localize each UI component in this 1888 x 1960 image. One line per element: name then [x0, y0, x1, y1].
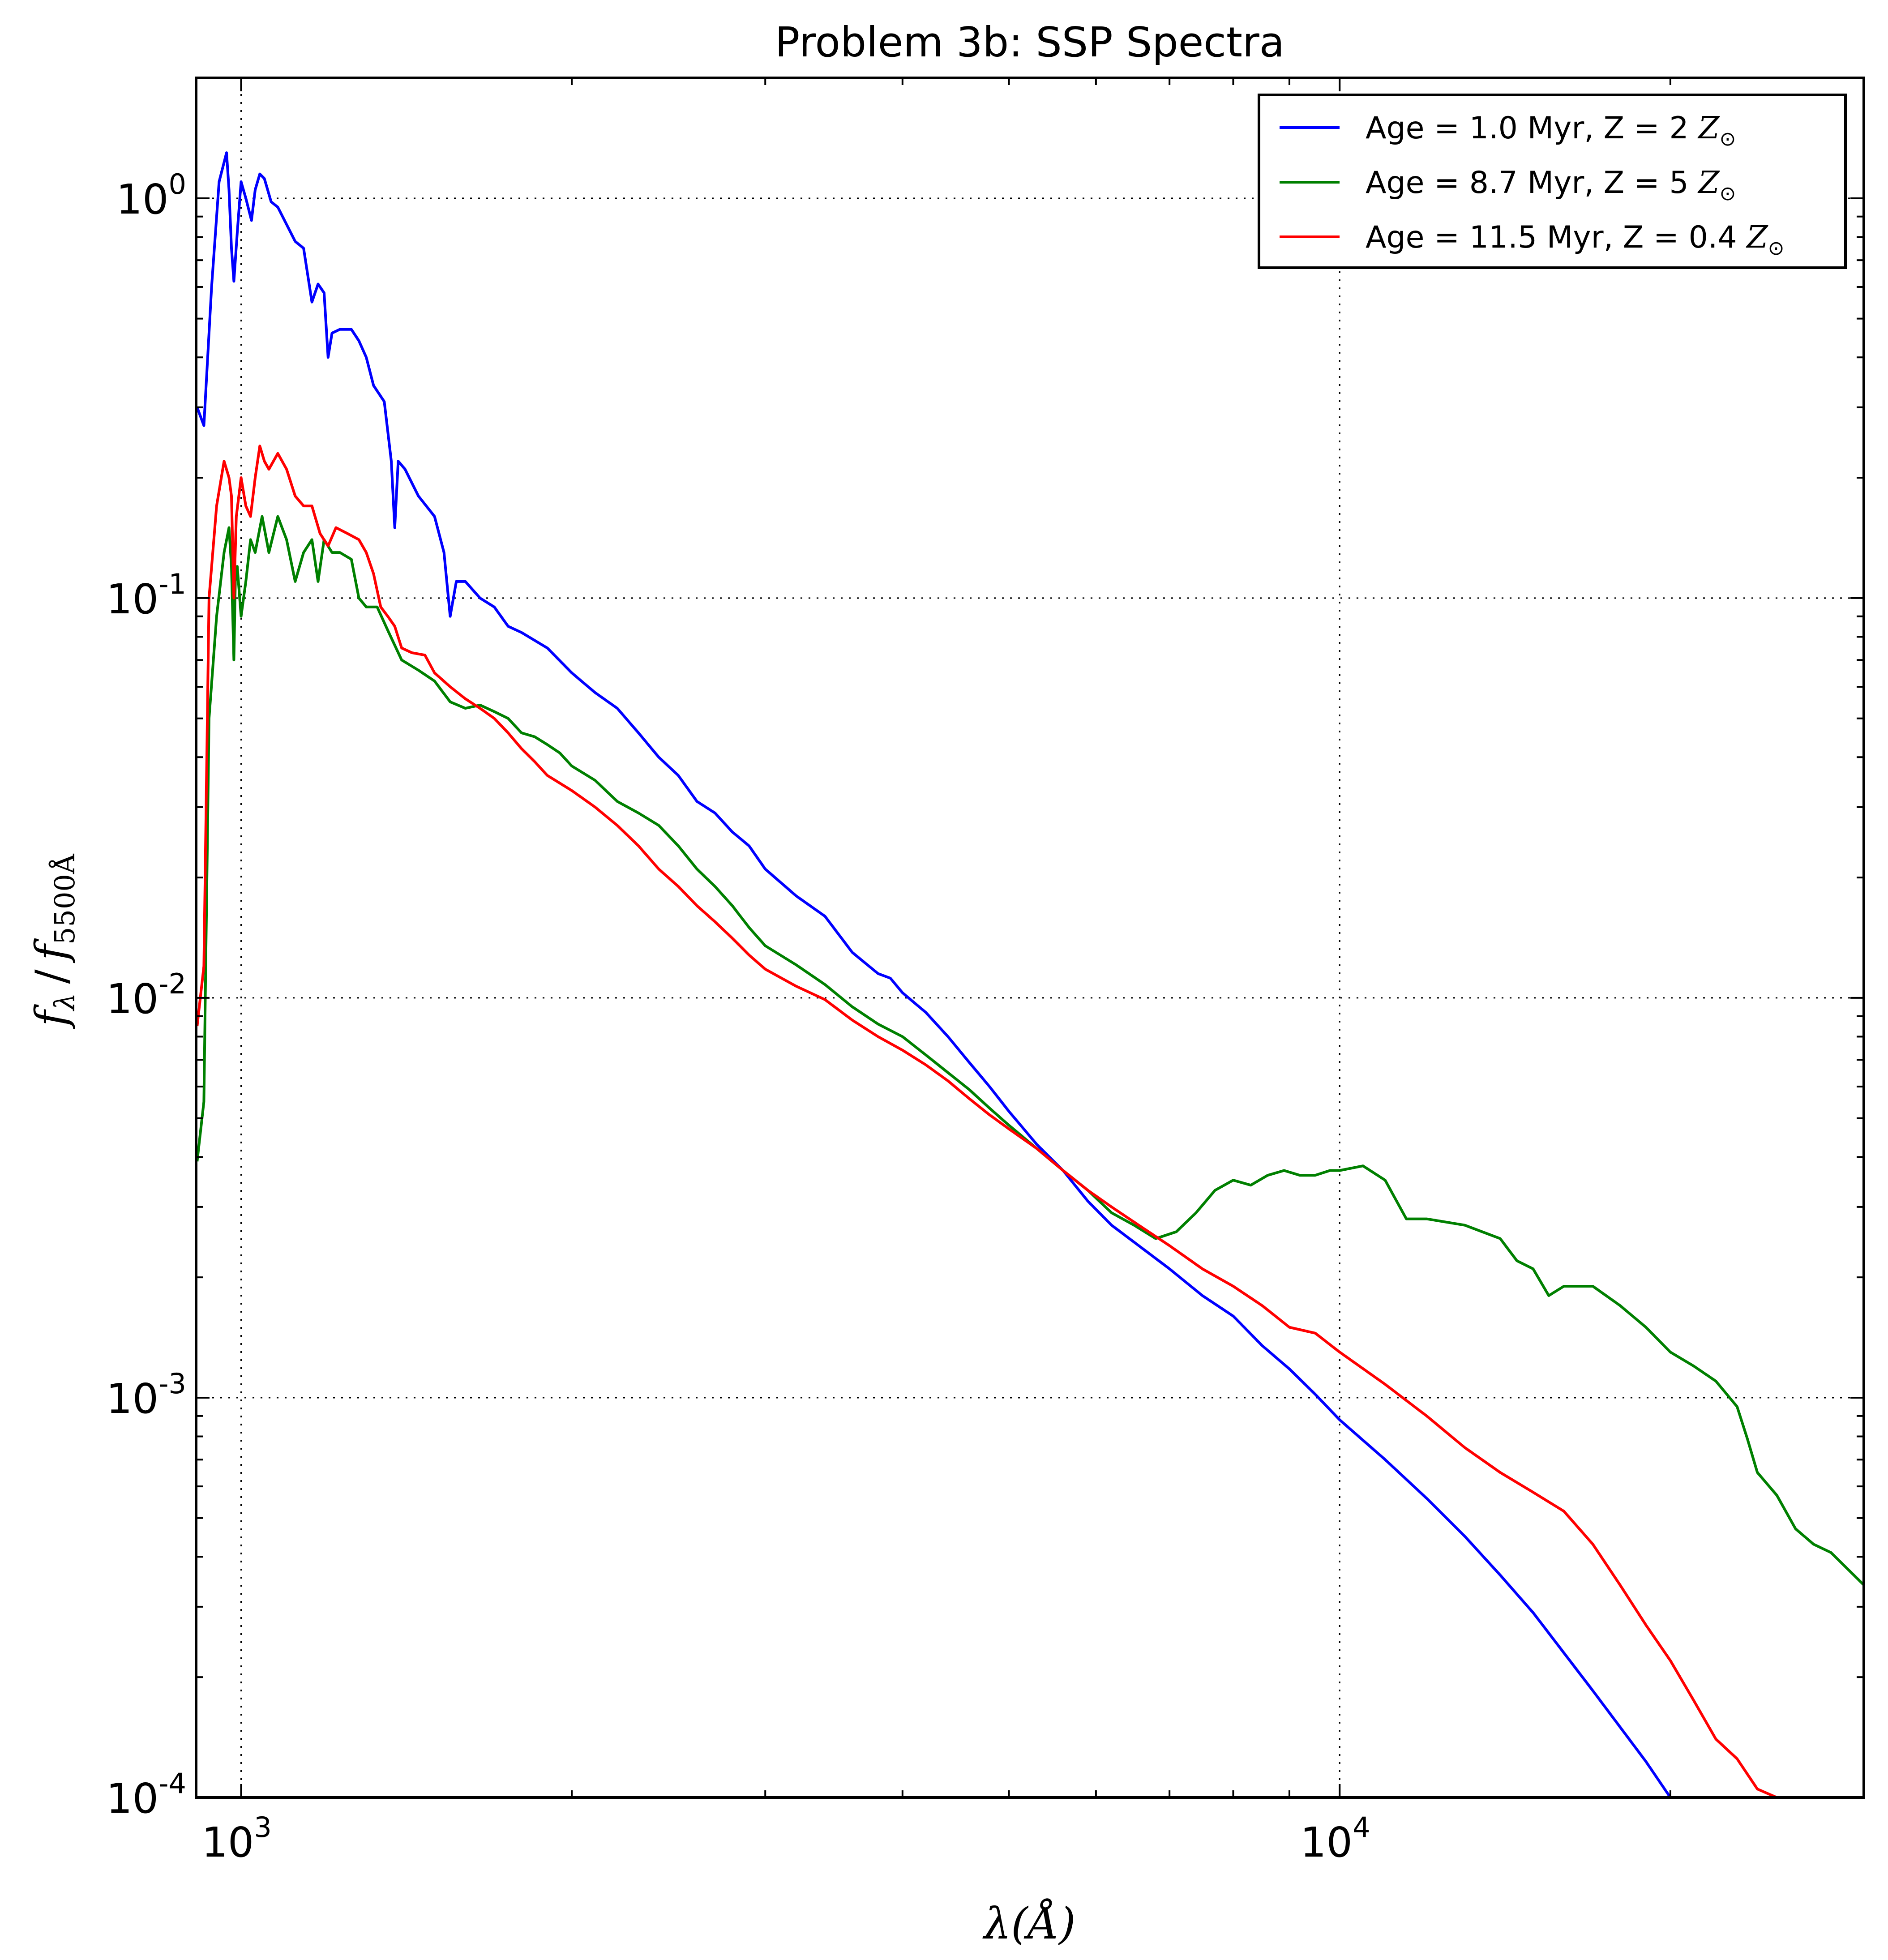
y-tick-label-exp: -4	[158, 1767, 186, 1800]
legend-box	[1258, 94, 1847, 269]
y-tick-label-exp: 0	[169, 168, 186, 201]
y-tick-label-4: 10-4	[106, 1767, 186, 1823]
axis-ticks	[196, 77, 1865, 1798]
y-tick-label-base: 10	[106, 1775, 158, 1823]
legend-label-text: Age = 1.0 Myr, Z = 2	[1366, 111, 1698, 146]
legend-label-0: Age = 1.0 Myr, Z = 2 Z⊙	[1366, 111, 1736, 150]
chart-title: Problem 3b: SSP Spectra	[775, 18, 1284, 66]
legend-label-text: Age = 11.5 Myr, Z = 0.4	[1366, 220, 1747, 255]
series-line-1	[196, 515, 1864, 1586]
x-tick-label-0: 103	[201, 1811, 272, 1866]
x-tick-label-base: 10	[1300, 1819, 1353, 1866]
y-tick-label-base: 10	[106, 975, 158, 1023]
plot-frame	[195, 77, 1865, 1799]
legend-label-sun: ⊙	[1720, 128, 1736, 150]
y-tick-label-1: 10-1	[106, 568, 186, 623]
x-tick-label-base: 10	[201, 1819, 254, 1866]
x-axis-label: λ(Å)	[982, 1899, 1075, 1949]
y-axis-label-slash: /	[26, 969, 77, 984]
y-tick-label-exp: -1	[158, 568, 186, 600]
y-tick-label-2: 10-2	[106, 967, 186, 1023]
y-axis-label: fλ/f5500Å	[26, 853, 81, 1029]
legend-label-text: Age = 8.7 Myr, Z = 5	[1366, 165, 1698, 201]
y-tick-label-3: 10-3	[106, 1367, 186, 1423]
legend-label-z: Z	[1697, 111, 1720, 146]
y-tick-label-exp: -3	[158, 1367, 186, 1400]
series-line-0	[196, 151, 1672, 1797]
legend-label-z: Z	[1746, 220, 1768, 255]
y-tick-label-0: 100	[116, 168, 186, 223]
legend: Age = 1.0 Myr, Z = 2 Z⊙Age = 8.7 Myr, Z …	[1258, 94, 1847, 269]
series-line-2	[196, 445, 1777, 1797]
legend-label-2: Age = 11.5 Myr, Z = 0.4 Z⊙	[1366, 220, 1785, 260]
legend-label-sun: ⊙	[1768, 237, 1785, 260]
legend-label-sun: ⊙	[1720, 182, 1736, 205]
y-axis-label-sub: 5500Å	[48, 853, 81, 945]
x-tick-label-exp: 3	[254, 1811, 271, 1844]
legend-label-z: Z	[1697, 165, 1720, 201]
x-tick-label-exp: 4	[1353, 1811, 1370, 1844]
plot-lines	[196, 151, 1864, 1797]
y-tick-label-base: 10	[116, 175, 168, 223]
y-tick-label-exp: -2	[158, 967, 186, 1000]
x-tick-label-1: 104	[1300, 1811, 1370, 1866]
y-tick-label-base: 10	[106, 575, 158, 623]
y-axis-label-lambda: λ	[48, 993, 81, 1012]
legend-label-1: Age = 8.7 Myr, Z = 5 Z⊙	[1366, 165, 1736, 205]
y-tick-label-base: 10	[106, 1375, 158, 1423]
